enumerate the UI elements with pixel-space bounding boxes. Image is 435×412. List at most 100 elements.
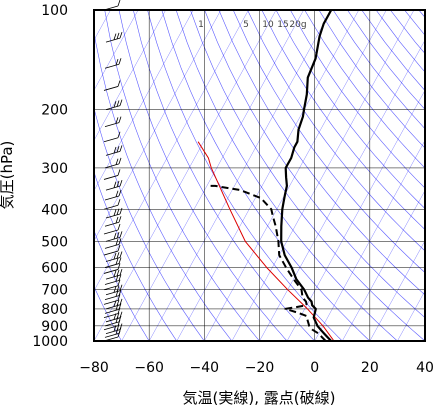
wind-barb bbox=[103, 279, 121, 291]
wind-barb bbox=[104, 303, 122, 314]
y-tick-label: 200 bbox=[41, 103, 68, 119]
isotherm-lines bbox=[94, 10, 425, 341]
mixing-ratio-label: 10 bbox=[262, 20, 274, 30]
wind-barb bbox=[103, 131, 121, 143]
wind-barb bbox=[105, 31, 123, 43]
wind-barb bbox=[104, 238, 122, 249]
wind-barb bbox=[103, 307, 121, 319]
isotherm-line bbox=[94, 10, 277, 341]
wind-barb bbox=[105, 298, 123, 310]
y-axis-title: 気圧(hPa) bbox=[0, 141, 16, 210]
temperature-line bbox=[280, 10, 333, 341]
y-tick-label: 400 bbox=[41, 202, 68, 218]
y-tick-label: 800 bbox=[41, 302, 68, 318]
plot-frame bbox=[93, 9, 426, 342]
wind-barb bbox=[105, 99, 123, 111]
y-tick-label: 600 bbox=[41, 261, 68, 277]
wind-barb bbox=[104, 157, 122, 169]
dry-adiabat-line bbox=[404, 10, 425, 36]
dry-adiabat-line bbox=[275, 10, 425, 210]
y-tick-label: 300 bbox=[41, 161, 68, 177]
sounding-series bbox=[197, 10, 335, 341]
y-tick-label: 900 bbox=[41, 319, 68, 335]
isotherm-line bbox=[397, 290, 425, 341]
wind-barb bbox=[104, 274, 122, 285]
dry-adiabat-line bbox=[104, 10, 260, 341]
dry-adiabat-line bbox=[161, 10, 371, 341]
isotherm-line bbox=[286, 89, 425, 341]
x-tick-label: −20 bbox=[245, 360, 275, 376]
x-tick-label: 40 bbox=[416, 360, 434, 376]
dry-adiabat-line bbox=[247, 10, 425, 252]
wind-barb bbox=[105, 268, 123, 280]
dry-adiabat-line bbox=[94, 171, 178, 341]
isotherm-line bbox=[231, 10, 415, 341]
wind-barb bbox=[105, 251, 123, 262]
dry-adiabat-line bbox=[304, 10, 425, 169]
wind-barb bbox=[105, 179, 123, 191]
x-tick-label: 0 bbox=[310, 360, 319, 376]
wind-barb bbox=[103, 330, 121, 342]
isotherm-line bbox=[148, 10, 332, 341]
dry-adiabat-line bbox=[332, 10, 425, 130]
wind-barb bbox=[105, 284, 123, 296]
isotherm-line bbox=[204, 10, 387, 341]
wind-barb bbox=[105, 231, 123, 242]
dry-adiabat-line bbox=[261, 10, 425, 230]
dry-adiabat-line bbox=[94, 29, 233, 341]
pressure-grid bbox=[93, 9, 426, 342]
wind-barb bbox=[104, 257, 122, 268]
isotherm-line bbox=[314, 139, 425, 341]
wind-barb bbox=[103, 244, 121, 256]
isotherm-line bbox=[342, 190, 425, 341]
wind-barb bbox=[104, 116, 122, 127]
x-tick-label: 20 bbox=[361, 360, 379, 376]
x-tick-label: −80 bbox=[79, 360, 109, 376]
dry-adiabat-line bbox=[147, 10, 343, 341]
wind-barb bbox=[103, 169, 121, 180]
wind-barb bbox=[105, 145, 123, 156]
dry-adiabat-line bbox=[94, 285, 122, 341]
mixing-ratio-label: 20g bbox=[289, 20, 306, 30]
dry-adiabat-lines bbox=[94, 10, 425, 341]
mixing-ratio-labels: 1 5 10 15 20g bbox=[198, 20, 306, 30]
isotherm-line bbox=[176, 10, 360, 341]
isotherm-line bbox=[94, 10, 166, 141]
dry-adiabat-line bbox=[175, 10, 398, 341]
dry-adiabat-line bbox=[190, 10, 425, 341]
wind-barb bbox=[103, 199, 121, 210]
isotherm-line bbox=[424, 340, 425, 341]
wind-barbs bbox=[103, 0, 123, 342]
dry-adiabat-line bbox=[118, 10, 288, 341]
isotherm-line bbox=[369, 240, 425, 341]
isotherm-line bbox=[94, 10, 249, 292]
dry-adiabat-line bbox=[218, 10, 425, 296]
x-tick-label: −60 bbox=[134, 360, 164, 376]
wind-barb bbox=[104, 189, 122, 201]
dry-adiabat-line bbox=[133, 10, 315, 341]
wind-barb bbox=[103, 263, 121, 274]
wind-barb bbox=[104, 216, 122, 227]
dry-adiabat-line bbox=[347, 10, 425, 110]
isotherm-line bbox=[121, 10, 304, 341]
wind-barb bbox=[105, 207, 123, 219]
wind-barb bbox=[103, 223, 121, 235]
dry-adiabat-line bbox=[94, 229, 150, 341]
wind-barb bbox=[103, 294, 121, 305]
isotherm-line bbox=[94, 10, 194, 192]
x-tick-label: −40 bbox=[190, 360, 220, 376]
wind-barb bbox=[104, 58, 122, 69]
parcel-line bbox=[197, 141, 335, 341]
wind-barb bbox=[103, 0, 121, 11]
y-tick-label: 500 bbox=[41, 234, 68, 250]
dewpoint-line bbox=[206, 184, 327, 341]
x-axis-title: 気温(実線), 露点(破線) bbox=[183, 389, 336, 407]
dry-adiabat-line bbox=[94, 107, 205, 341]
x-tick-labels: −80 −60 −40 −20 0 20 40 bbox=[79, 360, 434, 376]
dry-adiabat-line bbox=[290, 10, 425, 189]
dry-adiabat-line bbox=[318, 10, 425, 149]
dry-adiabat-line bbox=[204, 10, 425, 319]
mixing-ratio-label: 5 bbox=[243, 20, 249, 30]
